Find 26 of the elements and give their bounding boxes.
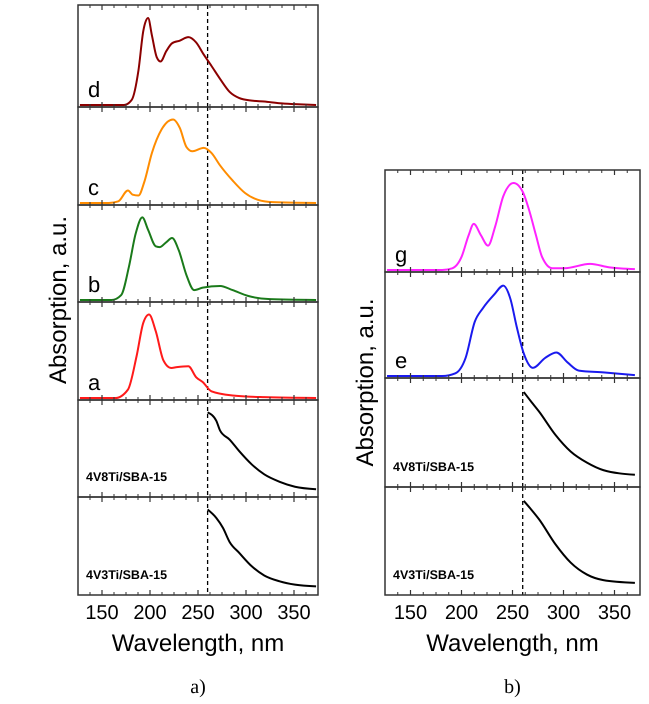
- x-axis-title: Wavelength, nm: [426, 630, 599, 657]
- text: 4V8Ti/SBA-15: [393, 460, 474, 474]
- x-tick-label: 150: [394, 602, 428, 624]
- series-label: g: [395, 242, 408, 267]
- x-tick-label: 200: [444, 602, 478, 624]
- series-label: d: [88, 77, 100, 102]
- text: a): [190, 676, 206, 698]
- text: b): [504, 676, 521, 698]
- x-tick-label: 200: [133, 602, 167, 624]
- series-label: b: [88, 272, 100, 297]
- x-axis-title: Wavelength, nm: [112, 630, 284, 657]
- text: 4V3Ti/SBA-15: [393, 568, 474, 582]
- text: 4V3Ti/SBA-15: [86, 568, 168, 582]
- x-tick-label: 350: [277, 602, 311, 624]
- y-axis-title: Absorption, a.u.: [352, 298, 379, 467]
- x-tick-label: 300: [229, 602, 263, 624]
- x-tick-label: 150: [85, 602, 119, 624]
- x-tick-label: 250: [181, 602, 215, 624]
- x-tick-label: 300: [546, 602, 580, 624]
- series-label: e: [395, 348, 408, 373]
- series-label: c: [88, 175, 99, 200]
- y-axis-title: Absorption, a.u.: [45, 216, 72, 384]
- series-label: a: [88, 370, 101, 395]
- text: 4V8Ti/SBA-15: [86, 470, 168, 484]
- x-tick-label: 350: [598, 602, 632, 624]
- x-tick-label: 250: [496, 602, 530, 624]
